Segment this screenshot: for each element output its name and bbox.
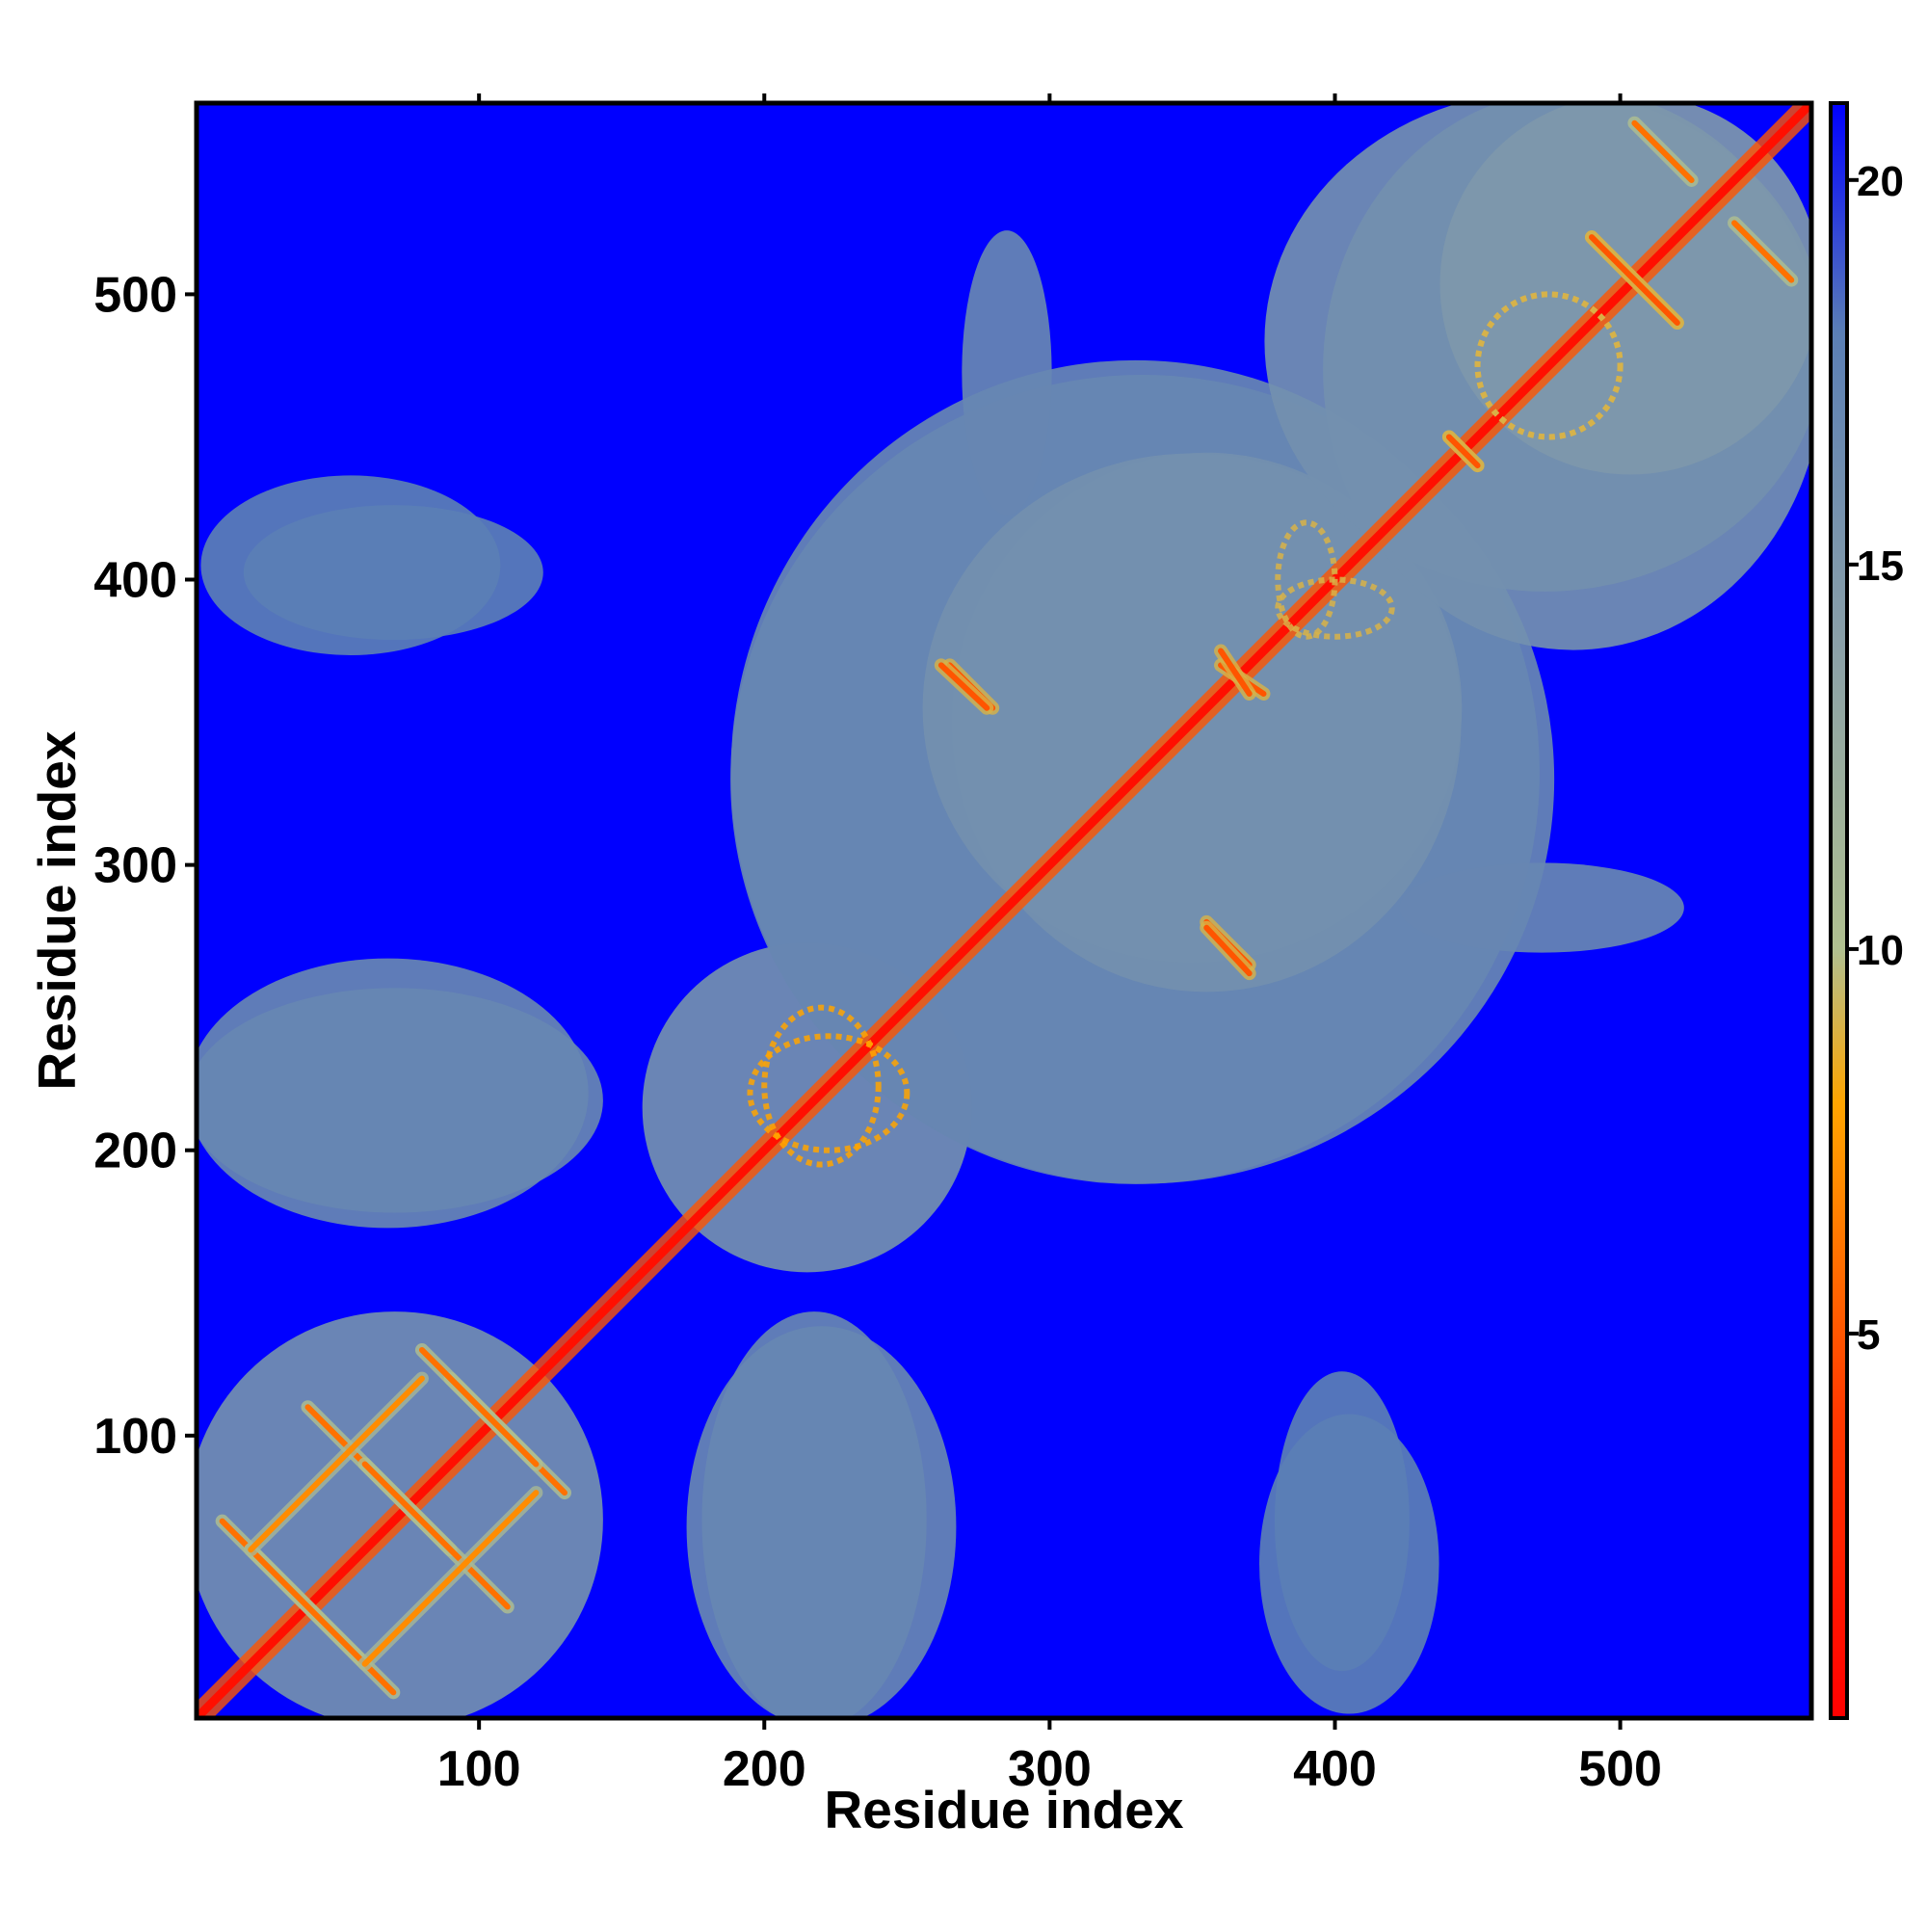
colorbar-tick-label-5: 5	[1857, 1311, 1880, 1359]
x-tick-label-400: 400	[1293, 1741, 1377, 1797]
contact-antiparallel-8-mirror	[1445, 434, 1481, 469]
region-10-mirror	[1399, 862, 1684, 953]
plot-frame	[194, 100, 1814, 1721]
y-tick-label-100: 100	[93, 1409, 177, 1465]
contact-antiparallel-7	[1203, 924, 1253, 977]
x-tick-label-500: 500	[1578, 1741, 1662, 1797]
region-10	[962, 230, 1052, 516]
colorbar-tick-labels: 5 10 15 20	[1857, 158, 1904, 1359]
colorbar	[1829, 101, 1849, 1720]
heatmap-contacts	[197, 103, 1811, 1718]
y-tick-label-300: 300	[93, 838, 177, 894]
contact-antiparallel-4-mirror	[418, 1347, 540, 1468]
x-tick-label-300: 300	[1008, 1741, 1092, 1797]
y-tick-label-400: 400	[93, 553, 177, 609]
contact-antiparallel-9-mirror	[1588, 234, 1680, 327]
region-9	[1259, 1414, 1439, 1714]
colorbar-tick-label-20: 20	[1857, 158, 1904, 205]
region-7	[686, 1326, 957, 1718]
region-9-mirror	[200, 475, 501, 655]
contact-parallel-3-mirror	[248, 1375, 425, 1553]
x-axis-tick-labels: 100 200 300 400 500	[437, 1741, 1662, 1797]
contact-ring-13-mirror	[1474, 291, 1623, 440]
colorbar-tick-label-10: 10	[1857, 927, 1904, 974]
x-axis-label: Residue index	[825, 1780, 1184, 1839]
contact-antiparallel-10	[1631, 119, 1695, 183]
x-tick-label-100: 100	[437, 1741, 521, 1797]
colorbar-ticks	[1847, 177, 1859, 1336]
contact-antiparallel-2-mirror	[361, 1461, 511, 1610]
contact-ring-12-mirror	[1275, 519, 1338, 640]
colorbar-tick-label-15: 15	[1857, 543, 1904, 590]
y-axis-label: Residue index	[27, 730, 87, 1090]
y-axis-ticks	[185, 292, 197, 1438]
region-7-mirror	[197, 958, 589, 1229]
y-tick-label-200: 200	[93, 1124, 177, 1179]
contact-ring-11-mirror	[747, 1033, 911, 1153]
y-axis-tick-labels: 100 200 300 400 500	[93, 267, 177, 1464]
contact-antiparallel-7-mirror	[937, 662, 990, 711]
x-tick-label-200: 200	[723, 1741, 806, 1797]
x-axis-ticks	[477, 93, 1623, 1730]
contact-antiparallel-6-mirror	[1218, 648, 1253, 697]
contact-parallel-3	[361, 1490, 540, 1667]
contact-ring-11	[761, 1004, 882, 1168]
contact-antiparallel-10-mirror	[1731, 220, 1795, 283]
contact-diagonal-0	[197, 103, 1811, 1718]
y-tick-label-500: 500	[93, 267, 177, 323]
